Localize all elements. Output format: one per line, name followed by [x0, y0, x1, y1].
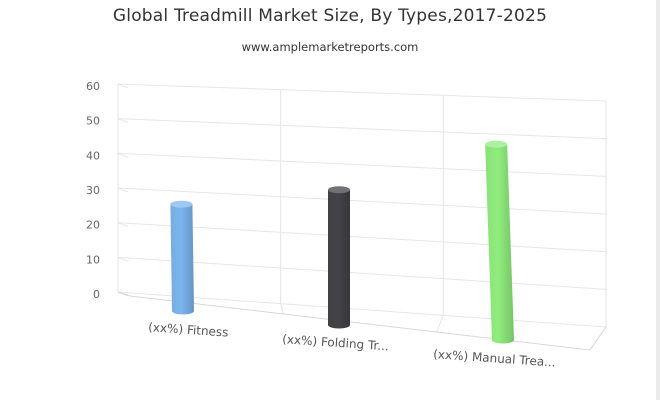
- y-tick-label: 60: [86, 80, 100, 93]
- y-tick-label: 30: [86, 184, 100, 197]
- x-tick-label: (xx%) Fitness: [148, 320, 229, 340]
- bar-top: [170, 200, 193, 208]
- bar-body: [485, 144, 515, 344]
- y-tick-label: 0: [93, 288, 100, 301]
- bar[interactable]: [328, 186, 350, 329]
- chart-title: Global Treadmill Market Size, By Types,2…: [112, 6, 548, 26]
- bar-top: [328, 186, 350, 194]
- bar-body: [170, 204, 194, 315]
- bar-body: [328, 189, 350, 329]
- bar-top: [485, 140, 508, 148]
- scroll-edge: [656, 0, 660, 400]
- chart-subtitle: www.amplemarketreports.com: [241, 40, 419, 54]
- bar[interactable]: [170, 200, 194, 315]
- y-tick-label: 50: [86, 115, 100, 128]
- bar[interactable]: [485, 140, 515, 344]
- y-tick-label: 20: [86, 219, 100, 232]
- y-tick-label: 10: [86, 253, 100, 266]
- x-tick-label: (xx%) Folding Tr...: [282, 332, 389, 353]
- y-tick-label: 40: [86, 149, 100, 162]
- y-axis: 0 10 20 30 40 50 60: [86, 80, 100, 301]
- x-tick-label: (xx%) Manual Trea...: [433, 347, 556, 370]
- chart-bars: [170, 140, 515, 344]
